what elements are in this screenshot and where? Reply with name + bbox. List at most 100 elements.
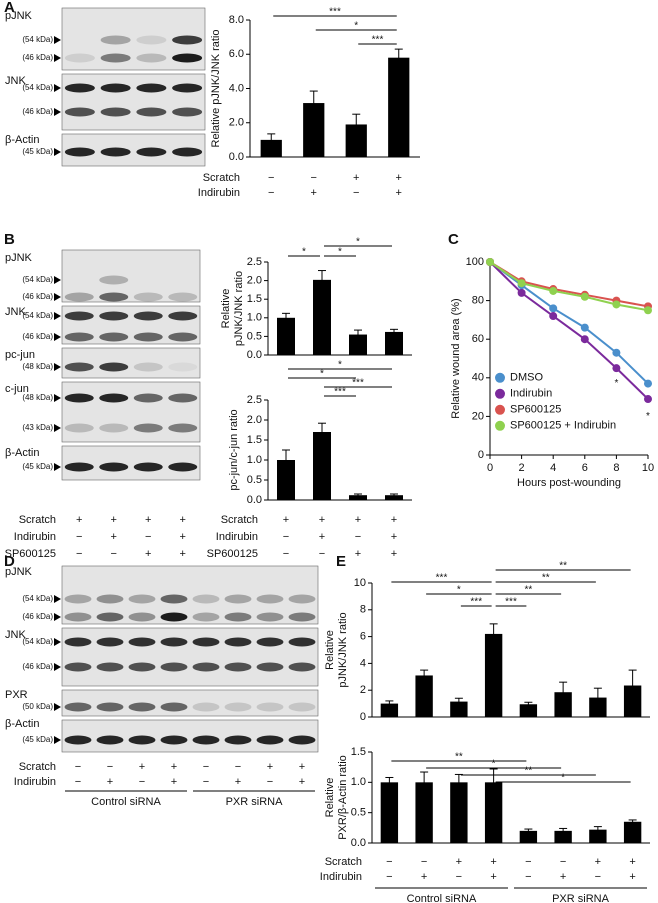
condition-value: + <box>180 548 186 560</box>
condition-value: + <box>319 531 325 543</box>
band <box>288 662 316 672</box>
condition-value: + <box>629 871 635 883</box>
y-tick-label: 10 <box>354 577 366 589</box>
condition-value: − <box>456 871 462 883</box>
y-tick-label: 8.0 <box>229 14 244 26</box>
bar <box>303 103 325 157</box>
marker-arrow <box>54 663 61 671</box>
condition-value: + <box>283 514 289 526</box>
band <box>224 735 252 745</box>
y-tick-label: 0 <box>360 711 366 723</box>
band <box>64 107 95 117</box>
band <box>133 393 163 403</box>
condition-value: + <box>396 172 402 184</box>
size-marker: (48 kDa) <box>22 393 53 402</box>
y-tick-label: 1.0 <box>351 776 366 788</box>
panel-label: E <box>336 553 346 570</box>
condition-value: + <box>107 776 113 788</box>
condition-label: Indirubin <box>216 531 258 543</box>
blot-label: JNK <box>5 629 26 641</box>
condition-value: + <box>299 761 305 773</box>
band <box>168 292 198 302</box>
bar <box>385 495 403 500</box>
band <box>136 147 167 157</box>
blot-label: β-Actin <box>5 134 39 146</box>
band <box>168 362 198 372</box>
band <box>64 311 94 321</box>
band <box>133 332 163 342</box>
band <box>64 462 94 472</box>
condition-value: + <box>145 548 151 560</box>
size-marker: (54 kDa) <box>22 83 53 92</box>
condition-value: + <box>456 856 462 868</box>
condition-value: − <box>353 187 359 199</box>
bar <box>385 331 403 355</box>
condition-value: + <box>111 514 117 526</box>
x-tick-label: 2 <box>519 462 525 474</box>
band <box>224 662 252 672</box>
size-marker: (54 kDa) <box>22 637 53 646</box>
band <box>172 53 203 63</box>
significance-label: *** <box>334 387 346 398</box>
marker-arrow <box>54 736 61 744</box>
bar <box>388 57 410 157</box>
band <box>99 462 129 472</box>
significance-label: *** <box>352 378 364 389</box>
band <box>128 735 156 745</box>
group-label: PXR siRNA <box>552 893 610 903</box>
band <box>172 35 203 45</box>
data-point <box>580 292 589 301</box>
condition-value: + <box>235 776 241 788</box>
band <box>99 393 129 403</box>
condition-label: Scratch <box>325 856 362 868</box>
blot-label: JNK <box>5 75 26 87</box>
band <box>192 612 220 622</box>
y-axis-label: Relative wound area (%) <box>450 298 462 418</box>
bar <box>313 432 331 500</box>
condition-label: Indirubin <box>198 187 240 199</box>
significance-label: * <box>356 237 360 248</box>
condition-value: − <box>355 531 361 543</box>
band <box>160 594 188 604</box>
group-label: Control siRNA <box>407 893 477 903</box>
size-marker: (48 kDa) <box>22 362 53 371</box>
blot-panel <box>61 689 319 717</box>
band <box>64 423 94 433</box>
condition-value: − <box>76 548 82 560</box>
condition-value: − <box>525 871 531 883</box>
band <box>96 637 124 647</box>
significance-label: ** <box>524 766 532 777</box>
bar <box>484 633 503 717</box>
condition-value: + <box>171 761 177 773</box>
series-line <box>489 261 649 312</box>
data-point <box>580 335 589 344</box>
band <box>256 594 284 604</box>
condition-value: − <box>595 871 601 883</box>
bar <box>484 782 503 843</box>
significance-label: * <box>320 369 324 380</box>
band <box>136 107 167 117</box>
significance-label: * <box>338 247 342 258</box>
data-point <box>644 379 652 388</box>
condition-value: + <box>391 548 397 560</box>
y-tick-label: 2 <box>360 684 366 696</box>
band <box>64 594 92 604</box>
marker-arrow <box>54 84 61 92</box>
y-axis-label: pc-jun/c-jun ratio <box>228 409 240 490</box>
condition-label: SP600125 <box>207 548 258 560</box>
bar <box>277 460 295 500</box>
band <box>133 362 163 372</box>
band <box>168 311 198 321</box>
band <box>160 637 188 647</box>
band <box>172 83 203 93</box>
marker-arrow <box>54 36 61 44</box>
band <box>96 594 124 604</box>
y-tick-label: 2.5 <box>247 256 262 268</box>
significance-label: ** <box>524 585 532 596</box>
marker-arrow <box>54 108 61 116</box>
marker-arrow <box>54 333 61 341</box>
band <box>128 637 156 647</box>
marker-arrow <box>54 312 61 320</box>
data-point <box>580 323 589 332</box>
panel-label: C <box>448 231 459 248</box>
